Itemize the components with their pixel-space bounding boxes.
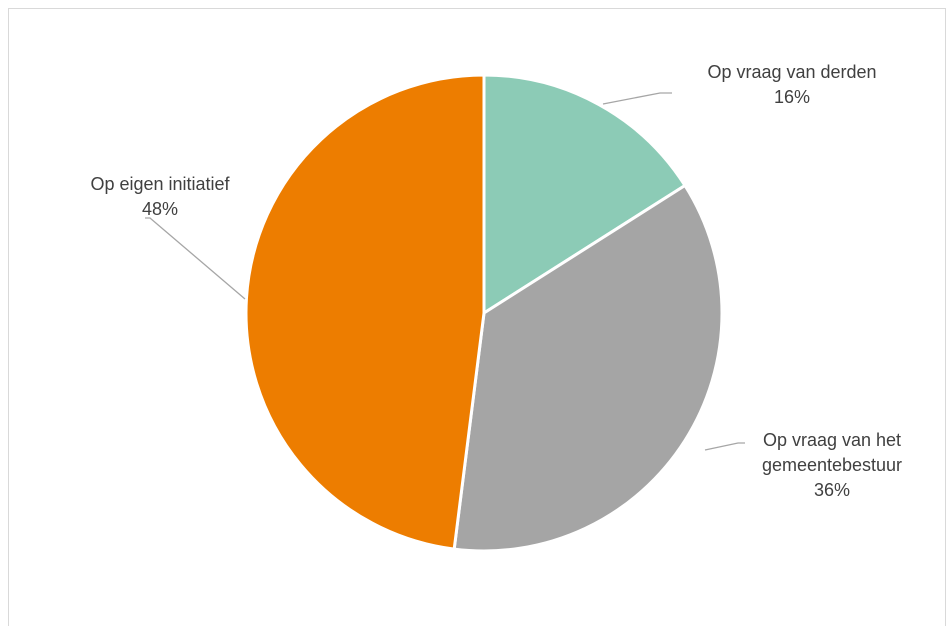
slice-label-text: Op vraag van het: [763, 430, 901, 450]
slice-labels: Op vraag van derden 16% Op vraag van het ge…: [90, 62, 902, 500]
slice-label-text: Op eigen initiatief: [90, 174, 230, 194]
slice-percent: 16%: [774, 87, 810, 107]
slice-label-text: Op vraag van derden: [707, 62, 876, 82]
leader-line-2: [704, 442, 745, 451]
slice-percent: 48%: [142, 199, 178, 219]
leader-lines: [145, 92, 745, 451]
leader-line-1: [602, 92, 672, 105]
slice-label-2: Op vraag van het gemeentebestuur 36%: [762, 430, 902, 500]
slice-label-text: gemeentebestuur: [762, 455, 902, 475]
leader-line-3: [145, 217, 246, 300]
chart-area: [8, 8, 946, 626]
pie-slice-2: [452, 183, 724, 553]
pie-slices: [244, 73, 724, 553]
slice-percent: 36%: [814, 480, 850, 500]
pie-slice-1: [482, 73, 687, 315]
slice-label-1: Op vraag van derden 16%: [707, 62, 876, 107]
pie-slice-3: [244, 73, 486, 551]
slice-label-3: Op eigen initiatief 48%: [90, 174, 230, 219]
